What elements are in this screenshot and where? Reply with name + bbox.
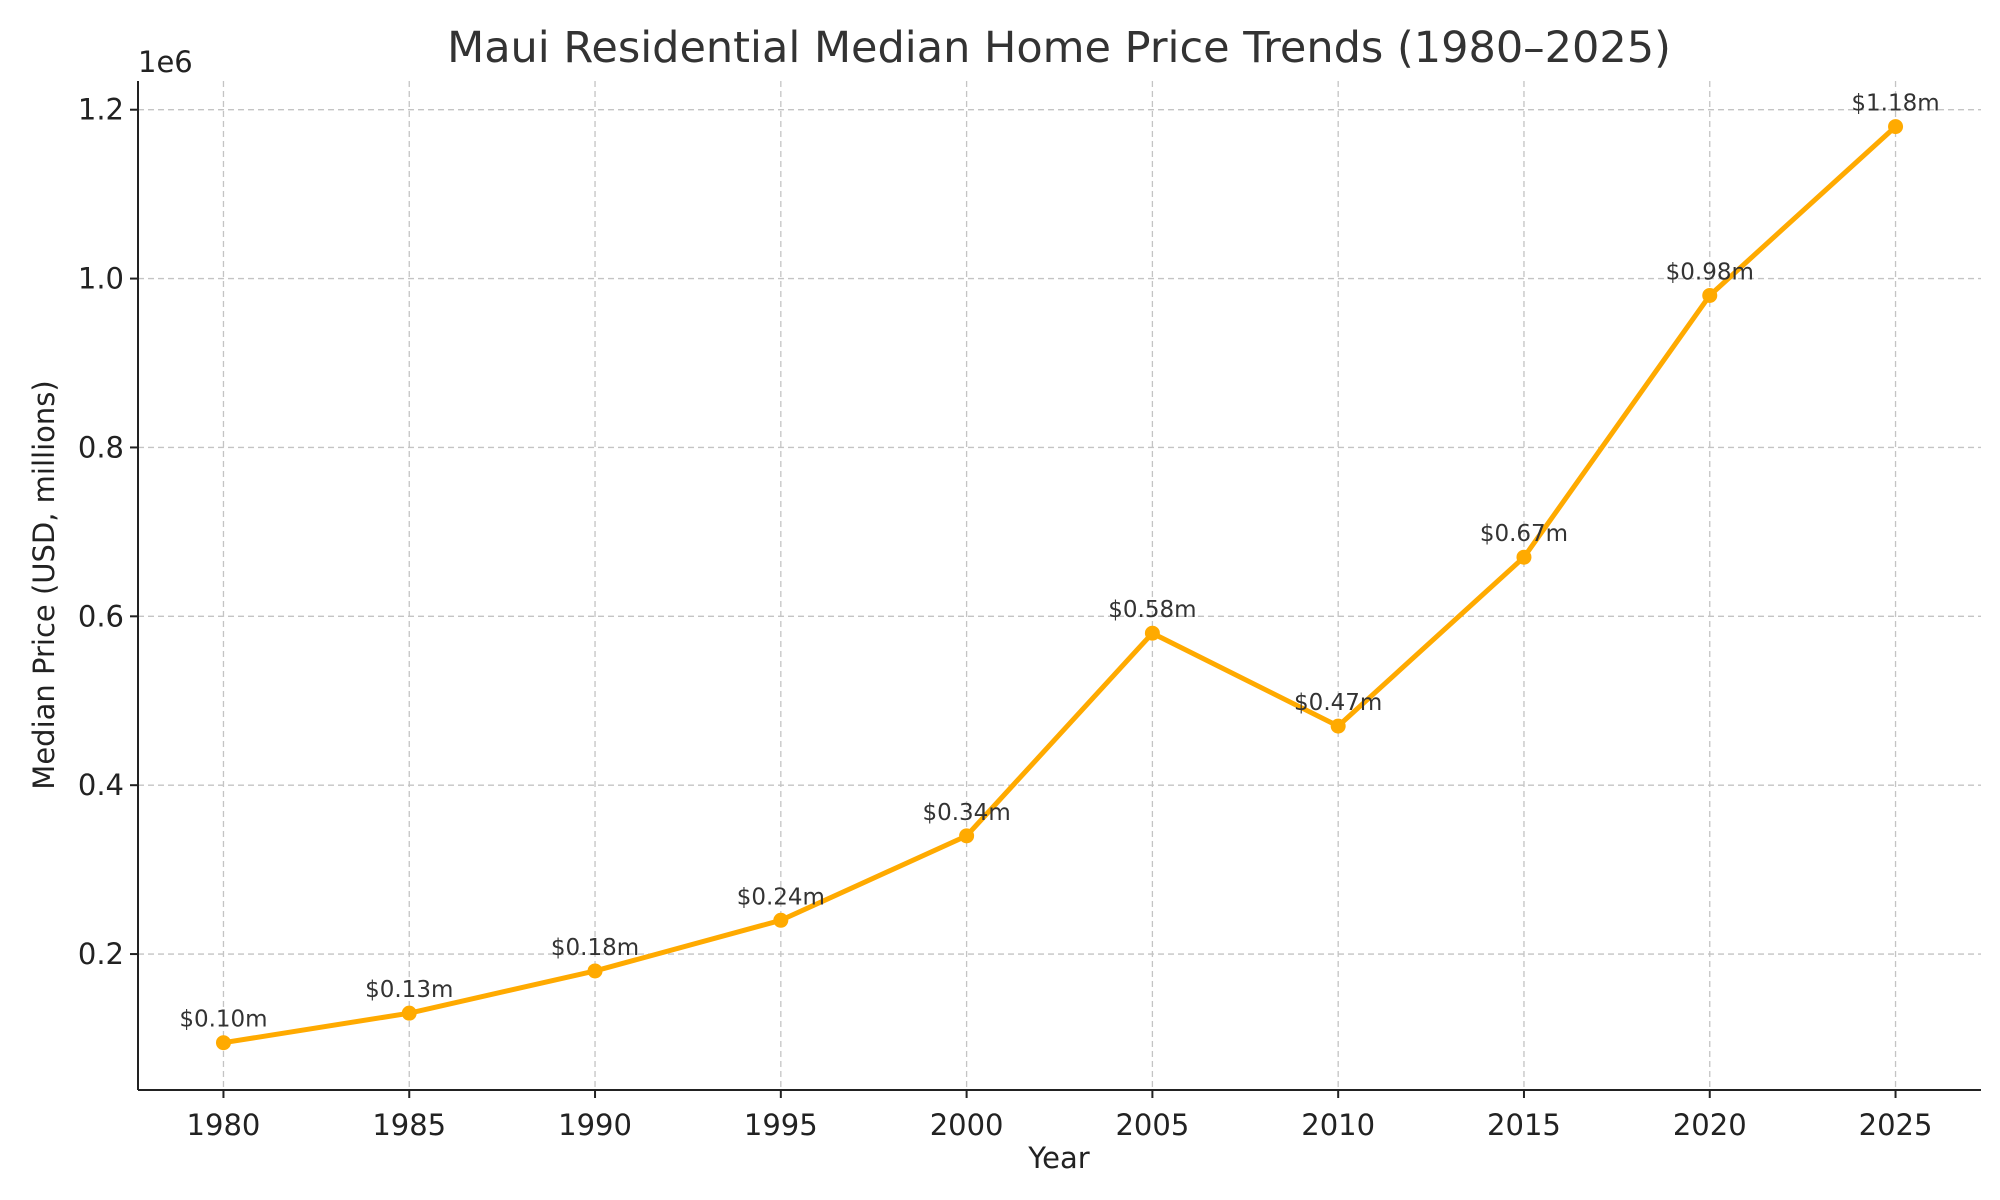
- data-label: $0.47m: [1294, 690, 1382, 716]
- data-label: $0.34m: [922, 800, 1010, 826]
- x-tick-label: 2000: [930, 1108, 1004, 1142]
- x-tick-label: 2020: [1673, 1108, 1747, 1142]
- series-line: [223, 124, 1898, 1046]
- x-tick-label: 1990: [558, 1108, 632, 1142]
- data-point: [1702, 287, 1718, 303]
- series: $0.10m $0.13m $0.18m $0.24m $0.34m $0.58m $0.4…: [179, 91, 1940, 1051]
- y-tick-label: 0.6: [78, 599, 124, 633]
- data-point: [959, 828, 975, 844]
- data-point: [1330, 718, 1346, 734]
- data-label: $0.98m: [1666, 259, 1754, 285]
- x-tick-label: 1985: [372, 1108, 446, 1142]
- x-tick-label: 2010: [1301, 1108, 1375, 1142]
- y-axis-label: Median Price (USD, millions): [27, 380, 61, 789]
- grid: [138, 81, 1981, 1090]
- data-label: $0.58m: [1108, 597, 1196, 623]
- y-ticks: 0.2 0.4 0.6 0.8 1.0 1.2: [78, 93, 138, 971]
- data-label: $0.24m: [737, 884, 825, 910]
- data-point: [401, 1005, 417, 1021]
- y-tick-label: 0.2: [78, 937, 124, 971]
- data-point: [1516, 549, 1532, 565]
- data-point: [1888, 119, 1904, 135]
- data-label: $0.18m: [551, 935, 639, 961]
- data-label: $0.10m: [179, 1007, 267, 1033]
- x-ticks: 1980 1985 1990 1995 2000 2005 2010 2015 2020 2025: [187, 1090, 1933, 1142]
- chart-title: Maui Residential Median Home Price Trend…: [447, 23, 1671, 73]
- data-label: $1.18m: [1851, 91, 1939, 117]
- data-point: [215, 1035, 231, 1051]
- axes: [137, 81, 1981, 1091]
- x-tick-label: 1995: [744, 1108, 818, 1142]
- x-tick-label: 2005: [1115, 1108, 1189, 1142]
- x-axis-label: Year: [1027, 1141, 1089, 1175]
- y-offset-label: 1e6: [138, 45, 193, 79]
- x-tick-label: 1980: [187, 1108, 261, 1142]
- data-point: [773, 912, 789, 928]
- data-label: $0.67m: [1480, 521, 1568, 547]
- y-tick-label: 0.4: [78, 768, 124, 802]
- y-tick-label: 0.8: [78, 430, 124, 464]
- data-point: [1144, 625, 1160, 641]
- x-tick-label: 2015: [1487, 1108, 1561, 1142]
- data-label: $0.13m: [365, 977, 453, 1003]
- y-tick-label: 1.0: [78, 262, 124, 296]
- x-tick-label: 2025: [1859, 1108, 1933, 1142]
- y-tick-label: 1.2: [78, 93, 124, 127]
- data-point: [587, 963, 603, 979]
